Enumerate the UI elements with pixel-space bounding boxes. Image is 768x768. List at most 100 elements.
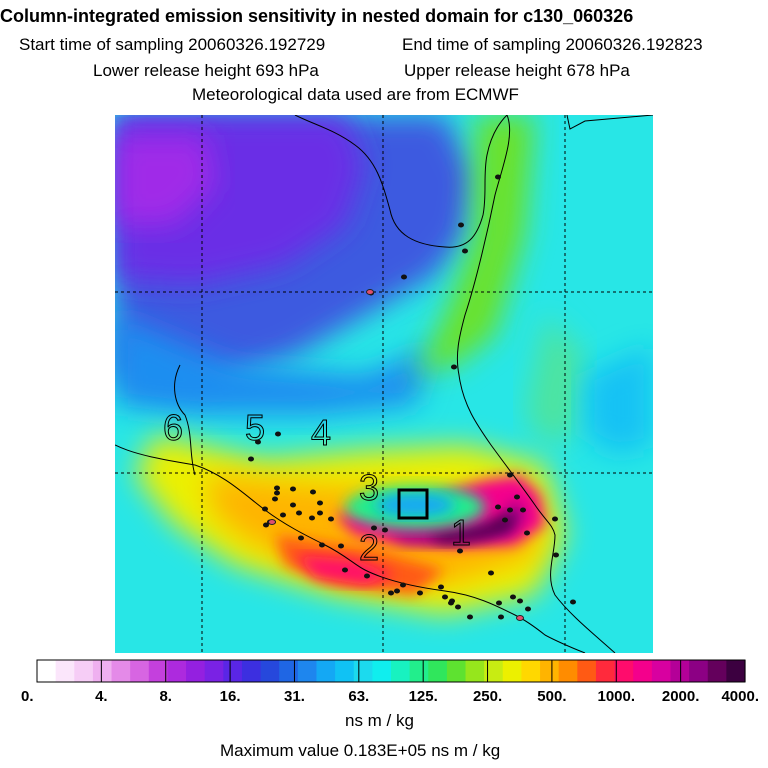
- cluster-label-1: 1: [451, 512, 471, 553]
- station-dot: [438, 584, 444, 590]
- colorbar-cell: [670, 660, 690, 682]
- colorbar-cell: [297, 660, 318, 682]
- maximum-value-text: Maximum value 0.183E+05 ns m / kg: [220, 741, 501, 760]
- station-dot: [488, 570, 494, 576]
- station-dot: [274, 485, 280, 491]
- station-dot: [309, 515, 315, 521]
- station-dot: [517, 598, 523, 604]
- colorbar-cell: [428, 660, 448, 682]
- station-dot: [570, 599, 576, 605]
- coastline-north: [566, 115, 653, 130]
- colorbar-cell: [37, 660, 57, 682]
- station-dot: [255, 439, 261, 445]
- colorbar: 0. 4. 8. 16. 31. 63. 125. 250. 500. 1000. 2000. 400…: [21, 659, 759, 705]
- end-time-text: End time of sampling 20060326.192823: [402, 35, 703, 54]
- station-dot: [442, 594, 448, 600]
- colorbar-ticks: 0. 4. 8. 16. 31. 63. 125. 250. 500. 1000. 2000. 400…: [21, 660, 759, 705]
- colorbar-cell: [595, 660, 616, 682]
- station-dot: [388, 590, 394, 596]
- colorbar-cell: [484, 660, 504, 682]
- station-dot: [338, 543, 344, 549]
- station-dot: [382, 527, 388, 533]
- colorbar-cell: [316, 660, 336, 682]
- station-dot: [290, 486, 296, 492]
- lower-release-text: Lower release height 693 hPa: [93, 61, 319, 80]
- station-dot: [317, 500, 323, 506]
- colorbar-cell: [335, 660, 355, 682]
- colorbar-cell: [241, 660, 262, 682]
- colorbar-tick-label: 250.: [473, 688, 502, 705]
- station-dot: [328, 516, 334, 522]
- station-dot: [507, 472, 513, 478]
- start-time-text: Start time of sampling 20060326.192729: [19, 35, 326, 54]
- colorbar-cell: [707, 660, 727, 682]
- colorbar-cell: [614, 660, 634, 682]
- station-dot: [310, 489, 316, 495]
- station-dot: [507, 507, 513, 513]
- station-dot: [364, 573, 370, 579]
- colorbar-tick-label: 500.: [537, 688, 566, 705]
- colorbar-tick-label: 16.: [220, 688, 241, 705]
- colorbar-cell: [446, 660, 467, 682]
- station-dot: [296, 510, 302, 516]
- station-dot: [417, 590, 423, 596]
- station-dot: [502, 517, 508, 523]
- colorbar-cell: [633, 660, 653, 682]
- colorbar-cell: [689, 660, 709, 682]
- station-dot: [317, 510, 323, 516]
- colorbar-cell: [130, 660, 150, 682]
- station-dot: [510, 594, 516, 600]
- colorbar-cell: [577, 660, 597, 682]
- colorbar-cell: [409, 660, 429, 682]
- station-dot: [275, 431, 281, 437]
- chart-title: Column-integrated emission sensitivity i…: [0, 6, 634, 26]
- colorbar-unit: ns m / kg: [345, 711, 414, 730]
- station-dot: [451, 364, 457, 370]
- colorbar-tick-label: 4.: [95, 688, 108, 705]
- colorbar-cell: [260, 660, 280, 682]
- station-dot: [262, 506, 268, 512]
- station-dot: [496, 600, 502, 606]
- station-dot: [263, 522, 269, 528]
- colorbar-tick-label: 31.: [284, 688, 305, 705]
- station-dot: [553, 552, 559, 558]
- colorbar-cell: [502, 660, 523, 682]
- station-dot: [290, 502, 296, 508]
- colorbar-cell: [279, 660, 299, 682]
- station-dot: [525, 606, 531, 612]
- colorbar-cells: [37, 660, 746, 682]
- station-dot: [495, 174, 501, 180]
- colorbar-cell: [540, 660, 560, 682]
- station-dot: [274, 490, 280, 496]
- upper-release-text: Upper release height 678 hPa: [404, 61, 630, 80]
- colorbar-cell: [465, 660, 485, 682]
- station-dot: [467, 614, 473, 620]
- station-dot-highlighted: [366, 289, 374, 295]
- met-data-text: Meteorological data used are from ECMWF: [192, 85, 519, 104]
- station-dot: [449, 598, 455, 604]
- colorbar-tick-label: 125.: [409, 688, 438, 705]
- cluster-label-4: 4: [311, 412, 331, 453]
- station-dot: [401, 274, 407, 280]
- colorbar-cell: [353, 660, 373, 682]
- station-dot: [272, 496, 278, 502]
- station-dot: [498, 614, 504, 620]
- station-dot: [524, 530, 530, 536]
- colorbar-cell: [726, 660, 746, 682]
- colorbar-cell: [651, 660, 672, 682]
- release-box: [397, 488, 429, 520]
- station-dot: [455, 604, 461, 610]
- cluster-label-6: 6: [163, 407, 183, 448]
- colorbar-tick-label: 63.: [348, 688, 369, 705]
- station-dot: [248, 456, 254, 462]
- station-dot: [458, 222, 464, 228]
- station-dot: [457, 548, 463, 554]
- station-dots: [248, 174, 576, 621]
- station-dot: [514, 494, 520, 500]
- station-dot: [400, 582, 406, 588]
- station-dot: [394, 588, 400, 594]
- field-layer: [115, 115, 653, 653]
- colorbar-tick-label: 8.: [159, 688, 172, 705]
- station-dot: [371, 525, 377, 531]
- colorbar-cell: [372, 660, 392, 682]
